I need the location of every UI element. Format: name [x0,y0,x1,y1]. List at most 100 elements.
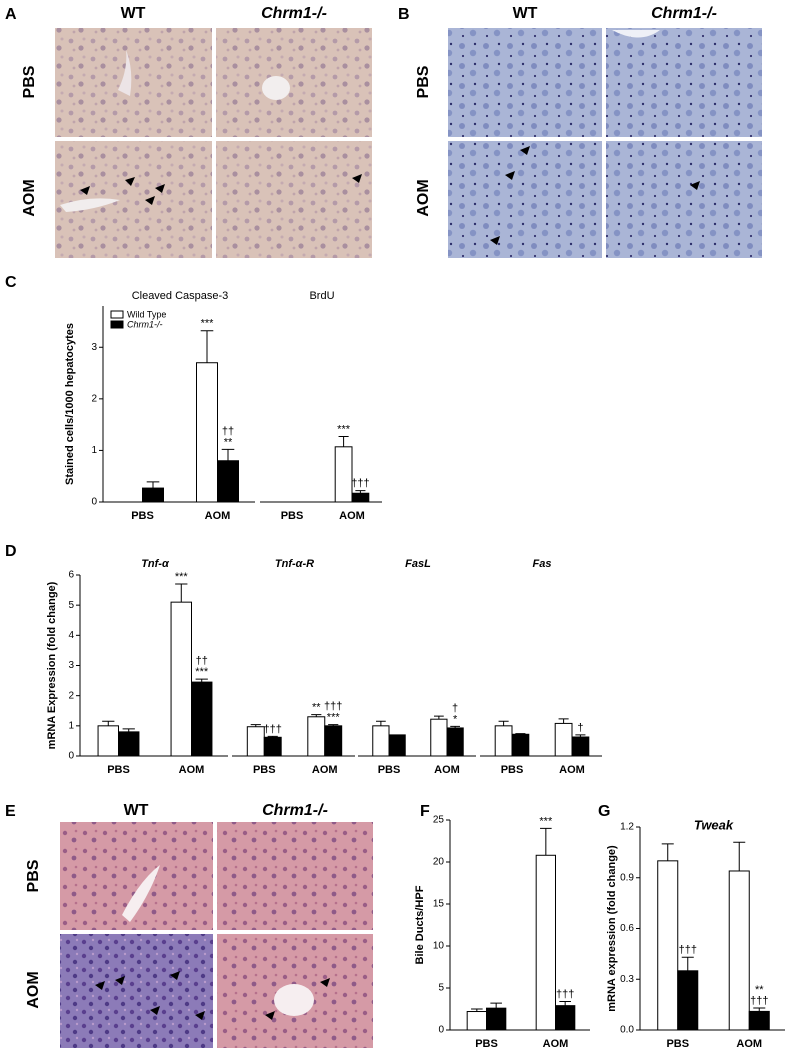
y-tick-label: 1.2 [620,822,634,833]
bar [263,736,282,757]
x-tick-label: PBS [475,1038,498,1050]
x-tick-label: PBS [378,764,401,776]
error-bar [376,720,386,726]
group-title: Cleaved Caspase-3 [132,290,229,302]
error-bar [490,1002,502,1009]
micrograph [55,28,212,137]
micrograph [55,141,212,258]
x-tick-label: AOM [434,764,460,776]
error-bar [434,715,444,720]
micrograph [217,822,373,930]
arrows [80,174,362,205]
significance-label: ††† [679,944,697,956]
vessel [60,198,120,212]
micrograph [606,28,762,137]
y-tick-label: 10 [433,941,445,952]
y-axis-label: Bile Ducts/HPF [414,885,426,964]
x-tick-label: AOM [339,510,365,522]
significance-label: *** [327,712,341,724]
group-title: Fas [533,558,552,570]
x-tick-label: AOM [205,510,231,522]
panel-label: C [5,274,17,291]
x-tick-label: AOM [559,764,585,776]
column-header: WT [124,802,149,819]
significance-label: ** [224,436,233,448]
bar [196,362,218,503]
micrograph [448,28,602,137]
micrograph [60,934,213,1048]
x-tick-label: AOM [543,1038,569,1050]
vessel [274,984,314,1016]
y-tick-label: 0 [68,751,74,762]
error-bar [471,1008,483,1012]
bar [97,725,119,757]
significance-label: ††† [324,701,342,713]
panel-label: A [5,6,17,23]
y-axis-label: mRNA Expression (fold change) [46,581,58,749]
bar [486,1007,507,1031]
error-bar [575,734,586,737]
error-bar [661,843,674,861]
error-bar [559,1000,571,1006]
bar [657,860,679,1031]
bar [554,722,573,757]
arrows [95,971,330,1020]
significance-label: *** [201,318,215,330]
x-tick-label: PBS [501,764,524,776]
y-tick-label: 5 [68,600,74,611]
error-bar [338,435,349,447]
y-tick-label: 1 [91,445,97,456]
y-tick-label: 2 [68,690,74,701]
row-header: AOM [21,179,38,216]
significance-label: ††† [556,988,574,1000]
x-tick-label: AOM [736,1038,762,1050]
significance-label: ** [755,984,764,996]
column-header: WT [121,5,146,22]
significance-label: † [577,722,583,734]
error-bar [355,490,366,494]
column-header: Chrm1-/- [262,802,328,819]
y-tick-label: 0 [91,497,97,508]
vessel [122,865,160,922]
significance-label: ††† [750,995,768,1007]
significance-label: *** [539,815,553,827]
legend-swatch [110,310,124,319]
panel-label: G [598,803,610,820]
vessel [262,76,290,100]
significance-label: * [453,713,458,725]
bar [170,601,192,757]
micrograph-grid-a [55,28,372,258]
bar [535,854,556,1031]
y-tick-label: 15 [433,899,445,910]
micrograph [448,141,602,258]
y-tick-label: 6 [68,570,74,581]
y-axis-label: mRNA expression (fold change) [606,845,618,1012]
y-tick-label: 0.6 [620,923,634,934]
bar [728,870,750,1031]
error-bar [175,583,188,603]
y-tick-label: 3 [68,660,74,671]
y-tick-label: 0 [438,1025,444,1036]
x-tick-label: PBS [281,510,304,522]
significance-label: ††† [351,478,369,490]
bar [466,1011,487,1031]
error-bar [558,718,569,724]
bar [246,726,265,757]
arrows [490,146,700,245]
significance-label: †† [222,425,234,437]
bar [446,727,464,757]
error-bar [146,481,160,489]
x-tick-label: PBS [666,1038,689,1050]
y-tick-label: 3 [91,342,97,353]
bar [334,446,353,503]
panel-label: F [420,803,430,820]
group-title: FasL [405,558,431,570]
legend-label: Wild Type [127,309,166,319]
row-header: AOM [25,971,42,1008]
bar [511,733,530,757]
panel-label: D [5,543,17,560]
significance-label: †† [196,655,208,667]
error-bar [200,330,214,363]
error-bar [753,1007,766,1012]
y-tick-label: 4 [68,630,74,641]
